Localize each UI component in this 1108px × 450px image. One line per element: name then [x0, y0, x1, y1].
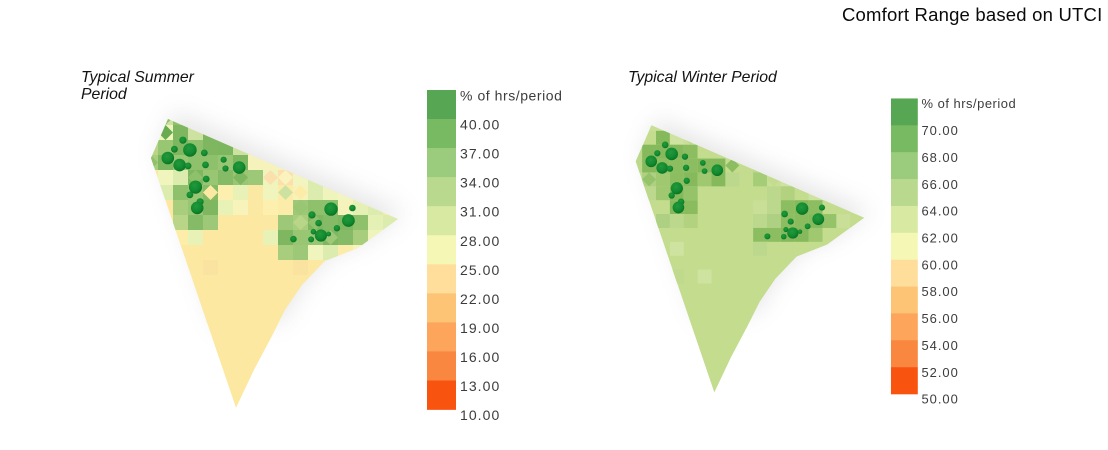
svg-text:25.00: 25.00	[460, 262, 500, 278]
svg-text:70.00: 70.00	[922, 123, 959, 138]
svg-text:31.00: 31.00	[460, 204, 500, 220]
svg-text:10.00: 10.00	[460, 407, 500, 423]
svg-text:% of hrs/period: % of hrs/period	[922, 96, 1017, 111]
svg-text:13.00: 13.00	[460, 378, 500, 394]
svg-text:62.00: 62.00	[922, 231, 959, 246]
svg-text:34.00: 34.00	[460, 175, 500, 191]
svg-text:50.00: 50.00	[922, 392, 959, 407]
svg-text:52.00: 52.00	[922, 365, 959, 380]
svg-text:68.00: 68.00	[922, 150, 959, 165]
svg-text:58.00: 58.00	[922, 284, 959, 299]
svg-text:28.00: 28.00	[460, 233, 500, 249]
svg-text:40.00: 40.00	[460, 117, 500, 133]
svg-text:64.00: 64.00	[922, 204, 959, 219]
svg-text:54.00: 54.00	[922, 338, 959, 353]
svg-text:16.00: 16.00	[460, 349, 500, 365]
svg-text:60.00: 60.00	[922, 257, 959, 272]
svg-text:56.00: 56.00	[922, 311, 959, 326]
svg-text:% of hrs/period: % of hrs/period	[460, 88, 562, 104]
svg-text:66.00: 66.00	[922, 177, 959, 192]
svg-text:22.00: 22.00	[460, 291, 500, 307]
svg-text:37.00: 37.00	[460, 146, 500, 162]
svg-text:19.00: 19.00	[460, 320, 500, 336]
